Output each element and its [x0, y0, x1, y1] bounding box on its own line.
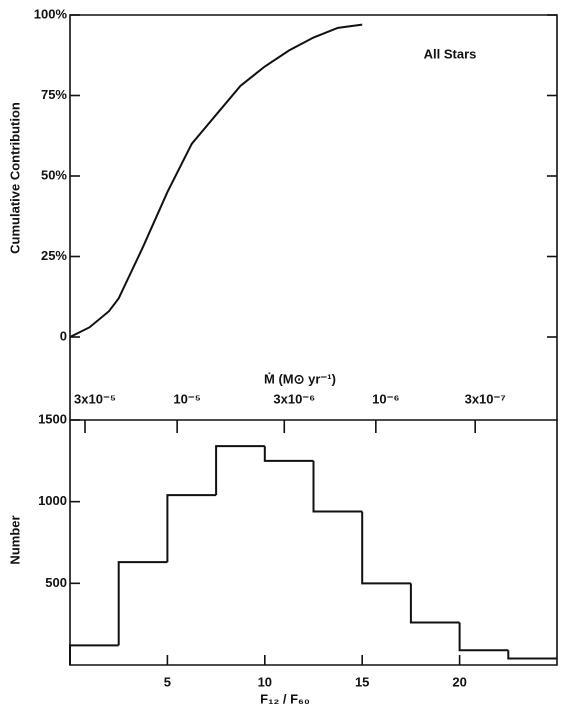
x2-tick-label: 3x10⁻⁷ [465, 391, 506, 406]
x-tick-label: 10 [258, 674, 272, 689]
y-axis-label: Cumulative Contribution [7, 102, 22, 254]
histogram-bar [215, 445, 265, 496]
y-tick-label: 25% [41, 248, 67, 263]
x-axis-label: F₁₂ / F₆₀ [260, 691, 310, 706]
x-tick-label: 5 [164, 674, 171, 689]
histogram-bar [69, 644, 119, 665]
y-axis-label: Number [7, 515, 22, 564]
histogram-bar [312, 460, 363, 513]
annotation: All Stars [424, 46, 477, 61]
top-frame [69, 14, 558, 420]
y-tick-label: 50% [41, 167, 67, 182]
histogram-bar [409, 583, 460, 624]
x-tick-label: 20 [452, 674, 466, 689]
y-tick-label: 1500 [38, 411, 67, 426]
y-tick-label: 500 [45, 575, 67, 590]
bottom-frame [69, 419, 558, 666]
histogram-bar [507, 650, 557, 660]
y-tick-label: 100% [34, 6, 68, 21]
histogram-bar [117, 561, 168, 646]
y-tick-label: 1000 [38, 493, 67, 508]
histogram-bar [361, 511, 411, 585]
y-tick-label: 75% [41, 87, 67, 102]
histogram-bar [458, 622, 509, 652]
x2-tick-label: 10⁻⁵ [173, 391, 200, 406]
x2-tick-label: 10⁻⁶ [372, 391, 399, 406]
histogram-bar [263, 446, 314, 462]
cumulative-line [69, 23, 363, 338]
y-tick-label: 0 [60, 328, 67, 343]
x2-tick-label: 3x10⁻⁶ [273, 391, 315, 406]
histogram-bar [166, 494, 217, 563]
x-tick-label: 15 [355, 674, 369, 689]
x2-tick-label: 3x10⁻⁵ [74, 391, 116, 406]
x2-axis-label: Ṁ (M⊙ yr⁻¹) [264, 371, 336, 386]
